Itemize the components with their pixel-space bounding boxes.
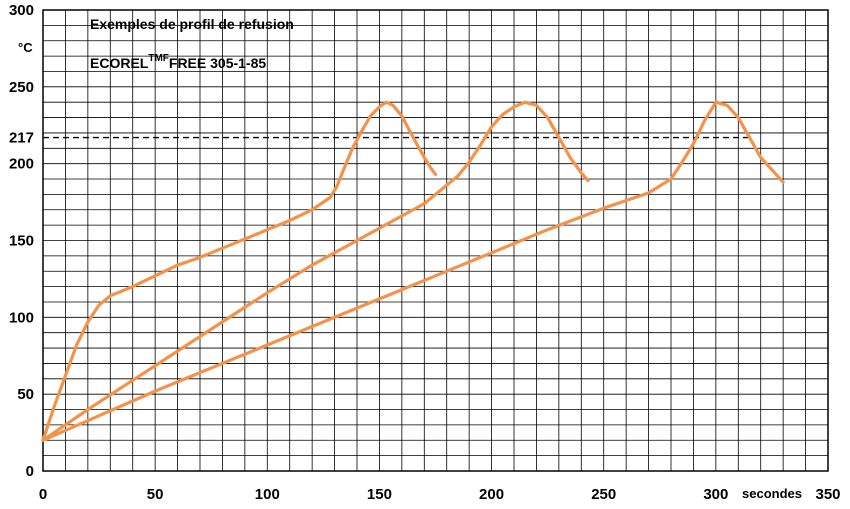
y-axis-ticks: 0 50 100 150 200 250 300 217 [9, 2, 34, 480]
subtitle-prefix: ECOREL [90, 55, 149, 71]
x-tick-label: 150 [367, 486, 392, 503]
y-tick-label: 0 [26, 463, 34, 480]
y-tick-label: 217 [9, 130, 34, 147]
reflow-profile-line-2 [41, 100, 590, 442]
y-tick-label: 50 [17, 386, 34, 403]
y-axis-unit: °C [18, 40, 33, 55]
plot-frame [42, 9, 829, 472]
series-lines [41, 100, 785, 442]
x-tick-label: 300 [703, 486, 728, 503]
grid [43, 10, 828, 471]
x-axis-ticks: 0 50 100 150 200 250 300 350 [39, 486, 841, 503]
x-tick-label: 200 [479, 486, 504, 503]
y-tick-label: 300 [9, 2, 34, 19]
subtitle-superscript: TMF [148, 53, 169, 64]
chart-subtitle: ECORELTMFFREE 305-1-85 [90, 53, 266, 71]
x-tick-label: 350 [815, 486, 840, 503]
x-tick-label: 100 [255, 486, 280, 503]
x-tick-label: 250 [591, 486, 616, 503]
chart-title: Exemples de profil de refusion [90, 16, 294, 32]
y-tick-label: 250 [9, 79, 34, 96]
x-tick-label: 0 [39, 486, 47, 503]
y-tick-label: 100 [9, 309, 34, 326]
reflow-profile-line-1 [41, 100, 438, 442]
subtitle-suffix: FREE 305-1-85 [169, 55, 266, 71]
x-tick-label: 50 [147, 486, 164, 503]
reflow-profile-line-3 [41, 100, 785, 442]
y-tick-label: 150 [9, 233, 34, 250]
x-axis-unit: secondes [742, 486, 802, 501]
y-tick-label: 200 [9, 156, 34, 173]
